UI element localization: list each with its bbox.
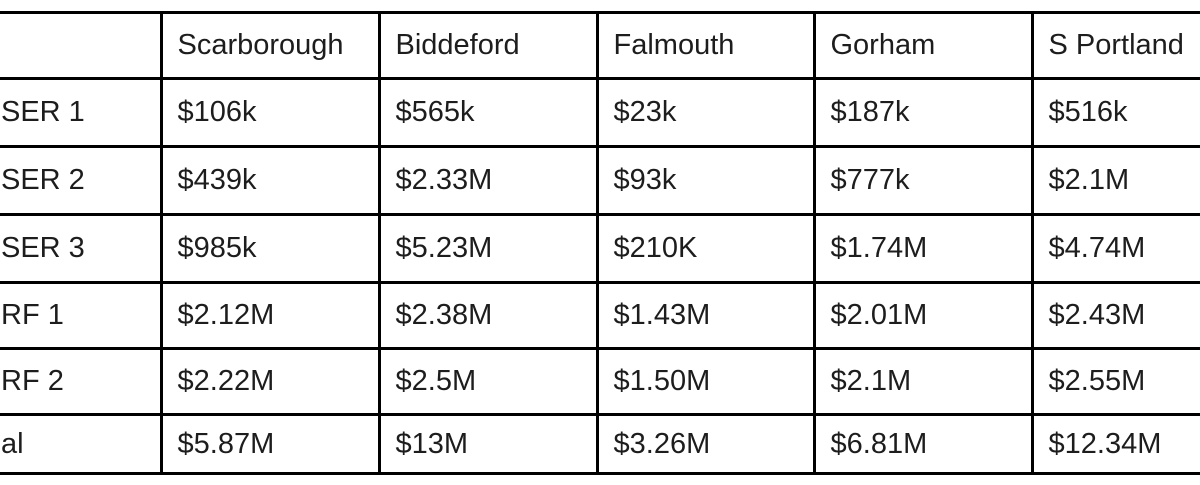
value-cell: $106k: [159, 77, 381, 148]
row-label-cell: SER 1: [0, 77, 163, 148]
column-header-5: S Portland: [1030, 11, 1200, 80]
row-label-cell: RF 2: [0, 347, 163, 416]
value-cell: $23k: [595, 77, 816, 148]
value-cell: $2.33M: [377, 145, 599, 216]
value-cell: $2.43M: [1030, 281, 1200, 350]
financial-table: Scarborough Biddeford Falmouth Gorham S Port…: [0, 11, 1200, 475]
value-cell: $210K: [595, 213, 816, 284]
value-cell: $2.38M: [377, 281, 599, 350]
column-header-2: Biddeford: [377, 11, 599, 80]
value-cell: $565k: [377, 77, 599, 148]
value-cell: $5.23M: [377, 213, 599, 284]
value-cell: $1.43M: [595, 281, 816, 350]
financial-table-container: Scarborough Biddeford Falmouth Gorham S Port…: [0, 11, 1200, 475]
value-cell: $2.12M: [159, 281, 381, 350]
row-label-cell: RF 1: [0, 281, 163, 350]
value-cell: $2.22M: [159, 347, 381, 416]
value-cell: $187k: [812, 77, 1034, 148]
value-cell: $12.34M: [1030, 413, 1200, 475]
value-cell: $2.5M: [377, 347, 599, 416]
column-header-4: Gorham: [812, 11, 1034, 80]
value-cell: $1.50M: [595, 347, 816, 416]
value-cell: $2.55M: [1030, 347, 1200, 416]
table-row: al $5.87M $13M $3.26M $6.81M $12.34M: [0, 413, 1200, 475]
table-row: RF 2 $2.22M $2.5M $1.50M $2.1M $2.55M: [0, 347, 1200, 416]
value-cell: $2.1M: [1030, 145, 1200, 216]
row-label-cell: al: [0, 413, 163, 475]
value-cell: $439k: [159, 145, 381, 216]
value-cell: $2.1M: [812, 347, 1034, 416]
table-header-row: Scarborough Biddeford Falmouth Gorham S Port…: [0, 11, 1200, 80]
value-cell: $985k: [159, 213, 381, 284]
value-cell: $13M: [377, 413, 599, 475]
table-row: SER 1 $106k $565k $23k $187k $516k: [0, 77, 1200, 148]
value-cell: $6.81M: [812, 413, 1034, 475]
value-cell: $516k: [1030, 77, 1200, 148]
value-cell: $93k: [595, 145, 816, 216]
value-cell: $1.74M: [812, 213, 1034, 284]
table-row: RF 1 $2.12M $2.38M $1.43M $2.01M $2.43M: [0, 281, 1200, 350]
table-row: SER 3 $985k $5.23M $210K $1.74M $4.74M: [0, 213, 1200, 284]
value-cell: $777k: [812, 145, 1034, 216]
column-header-1: Scarborough: [159, 11, 381, 80]
value-cell: $2.01M: [812, 281, 1034, 350]
value-cell: $5.87M: [159, 413, 381, 475]
row-label-cell: SER 3: [0, 213, 163, 284]
value-cell: $4.74M: [1030, 213, 1200, 284]
value-cell: $3.26M: [595, 413, 816, 475]
column-header-3: Falmouth: [595, 11, 816, 80]
corner-cell: [0, 11, 163, 80]
row-label-cell: SER 2: [0, 145, 163, 216]
table-row: SER 2 $439k $2.33M $93k $777k $2.1M: [0, 145, 1200, 216]
